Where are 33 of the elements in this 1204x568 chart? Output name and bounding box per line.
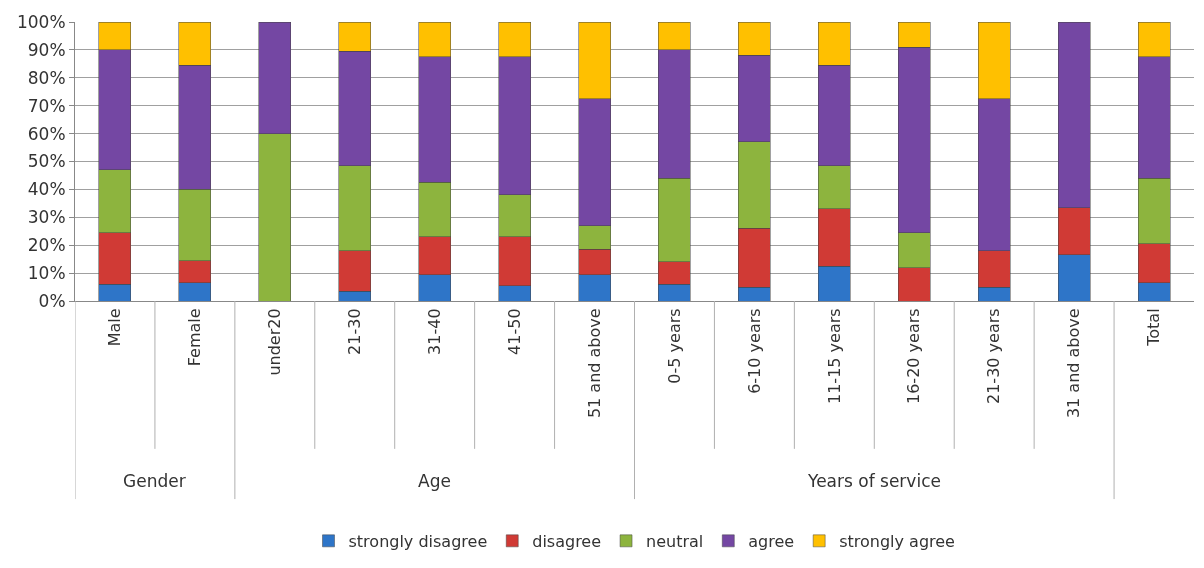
y-tick-label: 50% bbox=[27, 151, 66, 172]
x-tick-label: 51 and above bbox=[584, 308, 604, 419]
x-tick-label: 0-5 years bbox=[664, 308, 684, 384]
x-tick-label: Female bbox=[185, 308, 205, 367]
x-tick-label: Male bbox=[105, 308, 125, 347]
text: Age bbox=[418, 471, 451, 491]
legend-label: strongly disagree bbox=[348, 532, 488, 552]
y-tick-label: 30% bbox=[27, 207, 66, 228]
text: Years of service bbox=[807, 471, 941, 491]
x-tick-label: under20 bbox=[265, 308, 285, 376]
x-tick-label: 21-30 years bbox=[984, 308, 1004, 405]
legend-label: strongly agree bbox=[839, 532, 955, 552]
y-tick-label: 20% bbox=[27, 235, 66, 256]
y-tick-label: 80% bbox=[27, 67, 66, 88]
text: Gender bbox=[123, 471, 186, 491]
legend-label: agree bbox=[748, 532, 795, 552]
y-tick-label: 10% bbox=[27, 263, 66, 284]
y-tick-label: 60% bbox=[27, 123, 66, 144]
x-tick-label: 41-50 bbox=[504, 308, 524, 355]
legend-label: disagree bbox=[532, 532, 602, 552]
y-tick-label: 0% bbox=[38, 290, 66, 311]
x-tick-label: 21-30 bbox=[344, 308, 364, 355]
x-tick-label: 6-10 years bbox=[744, 308, 764, 394]
x-tick-label: 31-40 bbox=[424, 308, 444, 355]
y-tick-label: 100% bbox=[16, 11, 66, 32]
y-tick-label: 40% bbox=[27, 179, 66, 200]
legend-label: neutral bbox=[646, 532, 704, 552]
x-tick-label: 31 and above bbox=[1064, 308, 1084, 419]
x-tick-label: Total bbox=[1144, 308, 1164, 347]
x-tick-label: 16-20 years bbox=[904, 308, 924, 405]
x-tick-label: 11-15 years bbox=[824, 308, 844, 405]
y-tick-label: 70% bbox=[27, 95, 66, 116]
y-tick-label: 90% bbox=[27, 39, 66, 60]
